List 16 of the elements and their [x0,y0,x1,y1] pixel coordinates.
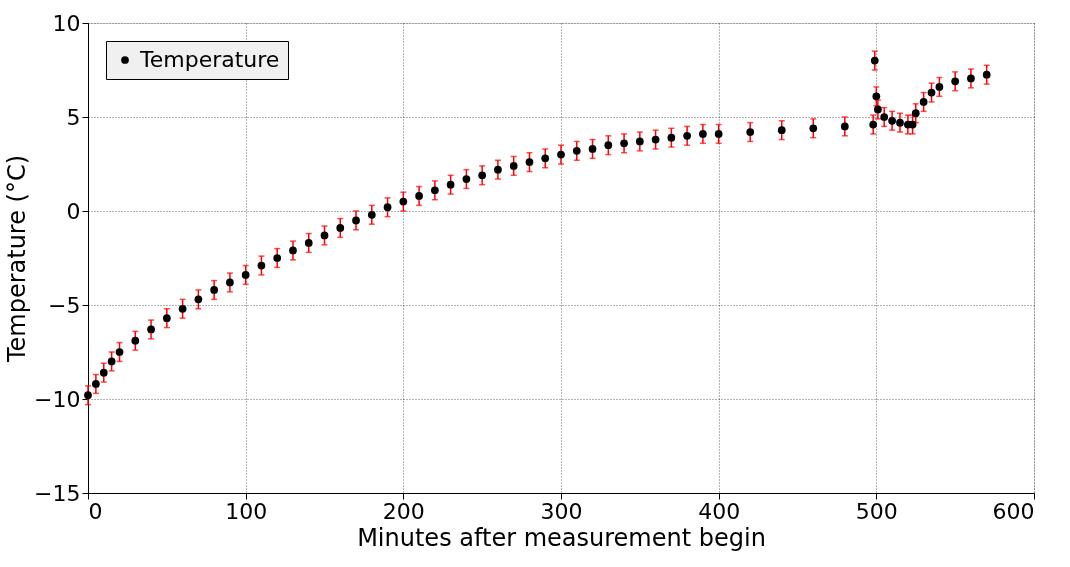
y-tick-label: 5 [66,104,81,130]
x-tick-label: 200 [382,498,425,524]
legend-label: Temperature [139,47,280,72]
x-tick-label: 600 [992,498,1035,524]
x-tick-label: 0 [88,498,103,524]
y-axis-title: Temperature (°C) [3,154,32,364]
x-tick-label: 100 [225,498,268,524]
y-tick-label: −5 [48,292,81,318]
y-tick-label: 10 [52,10,81,36]
y-tick-label: −15 [34,480,81,506]
x-tick-label: 500 [855,498,898,524]
y-tick-label: 0 [66,198,81,224]
y-tick-label: −10 [34,386,81,412]
x-tick-label: 300 [540,498,583,524]
x-tick-label: 400 [698,498,741,524]
x-axis-title: Minutes after measurement begin [357,523,766,552]
